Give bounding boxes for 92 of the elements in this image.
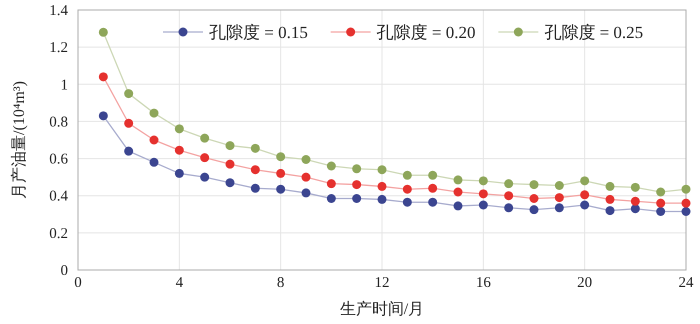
point [326,179,336,188]
point [276,168,286,178]
point [302,188,310,198]
point [554,193,564,202]
point [352,194,362,203]
point [580,200,590,210]
y-tick-label: 1 [60,77,68,94]
point [504,179,514,188]
point [250,144,260,153]
x-tick-label: 0 [74,275,82,291]
point [554,181,564,190]
point [378,182,386,191]
point [226,178,234,188]
point [606,182,614,191]
point [478,176,488,186]
y-tick-label: 0.2 [49,226,68,242]
x-axis-title: 生产时间/月 [340,300,424,318]
point [554,203,564,212]
point [478,200,488,210]
point [428,170,438,180]
point [454,175,462,184]
x-tick-label: 20 [577,275,592,291]
point [530,205,538,214]
point [124,118,134,128]
point [656,207,666,216]
point [606,206,614,216]
point [530,194,538,203]
y-tick-label: 1.4 [49,3,68,19]
point [226,141,234,150]
x-tick-label: 24 [678,275,694,291]
point [150,136,158,144]
point [580,190,590,200]
point [630,196,640,206]
point [200,172,210,182]
legend-label: 孔隙度 = 0.20 [376,23,476,42]
point [98,72,108,82]
point [326,162,336,170]
point [352,164,362,174]
x-tick-label: 12 [374,275,390,291]
legend-label: 孔隙度 = 0.15 [209,23,308,42]
point [226,160,234,169]
point [378,165,386,174]
point [124,89,134,98]
point [250,165,260,174]
point [402,170,412,180]
point [656,198,666,208]
point [326,194,336,203]
point [250,184,260,193]
point [454,188,462,196]
legend-label: 孔隙度 = 0.25 [544,23,644,42]
point [530,180,538,190]
point [454,201,462,210]
point [150,108,158,118]
point [276,184,286,194]
point [150,158,158,167]
point [302,172,310,182]
point [98,111,108,120]
point [580,176,590,186]
point [378,194,386,204]
y-tick-label: 1.2 [49,40,68,56]
y-tick-label: 0.4 [49,188,68,205]
point [200,134,210,143]
y-axis-title: 月产油量/(10⁴m³) [10,81,28,199]
point [504,191,514,200]
point [504,203,514,212]
point [276,152,286,162]
point [174,124,184,134]
point [124,146,134,156]
point [200,153,210,162]
x-tick-label: 4 [176,275,184,291]
point [174,146,184,155]
point [302,155,310,164]
y-tick-label: 0 [60,263,68,279]
point [682,198,690,208]
x-tick-label: 8 [276,275,284,291]
y-tick-label: 0.6 [49,152,68,168]
point [352,180,362,190]
point [630,182,640,192]
point [656,188,666,196]
point [174,168,184,178]
point [606,194,614,204]
point [98,28,108,37]
point [428,198,438,207]
x-tick-label: 16 [476,275,492,291]
y-tick-label: 0.8 [49,114,68,130]
point [428,184,438,193]
point [682,207,690,216]
point [630,204,640,214]
point [402,198,412,207]
point [402,184,412,194]
point [478,189,488,198]
point [682,184,690,194]
